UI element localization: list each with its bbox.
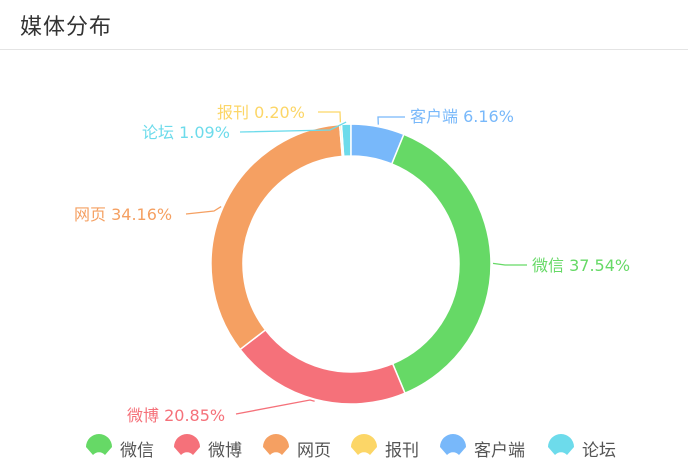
slice-web[interactable] [210,123,344,351]
legend-item-client[interactable]: 客户端 [440,434,525,461]
legend-marker-web [263,434,289,455]
legend-label-weibo: 微博 [208,441,242,461]
legend-item-web[interactable]: 网页 [263,434,331,461]
legend-label-newspaper: 报刊 [385,441,419,461]
leader-line-weixin [492,262,527,266]
legend-label-web: 网页 [297,441,331,461]
slice-weixin[interactable] [390,133,492,395]
legend-item-weixin[interactable]: 微信 [86,434,154,461]
leader-line-forum [239,121,347,133]
data-label-web: 网页 34.16% [74,205,172,224]
legend-marker-weixin [86,434,112,455]
legend-label-client: 客户端 [474,441,525,461]
data-label-weixin: 微信 37.54% [532,256,630,275]
legend-marker-forum [548,434,574,455]
legend-label-weixin: 微信 [120,441,154,461]
data-label-weibo: 微博 20.85% [127,406,225,425]
legend-item-newspaper[interactable]: 报刊 [351,434,419,461]
leader-line-weibo [235,399,315,415]
leader-line-web [185,205,222,215]
slice-weibo[interactable] [239,328,406,405]
legend-marker-weibo [174,434,200,455]
legend-marker-client [440,434,466,455]
data-label-forum: 论坛 1.09% [142,123,230,142]
legend-label-forum: 论坛 [582,441,616,461]
page-title: 媒体分布 [20,15,113,40]
data-label-client: 客户端 6.16% [410,107,514,126]
data-label-newspaper: 报刊 0.20% [217,103,305,122]
panel-header: 媒体分布 [0,0,688,50]
legend-item-forum[interactable]: 论坛 [548,434,616,461]
leader-line-newspaper [318,111,342,123]
leader-line-client [377,116,405,125]
legend-marker-newspaper [351,434,377,455]
legend-item-weibo[interactable]: 微博 [174,434,242,461]
